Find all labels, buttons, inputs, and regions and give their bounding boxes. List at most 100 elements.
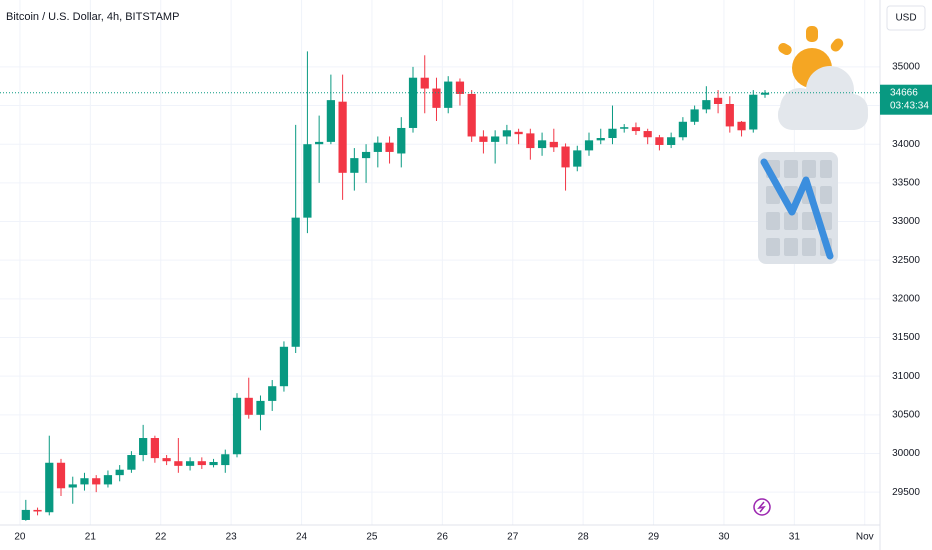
candle-body [350, 158, 359, 173]
x-tick-label: 31 [789, 532, 801, 543]
candle-body [150, 438, 159, 459]
y-tick-label: 33000 [892, 216, 920, 227]
candle-body [584, 140, 594, 151]
x-tick-label: 27 [507, 532, 519, 543]
candle-body [268, 386, 277, 401]
candle-body [432, 88, 441, 108]
x-tick-label: 25 [366, 532, 378, 543]
candle-body [608, 128, 617, 139]
candle-body [491, 136, 500, 142]
candle-body [678, 121, 687, 138]
candle-body [467, 93, 476, 137]
last-price-label: 34666 [890, 87, 918, 98]
candles [21, 51, 770, 521]
candle-body [315, 141, 324, 145]
candle-body [115, 469, 124, 476]
x-tick-label: 23 [226, 532, 238, 543]
candle-body [596, 138, 605, 141]
x-tick-label: 21 [85, 532, 97, 543]
candle-body [162, 458, 171, 462]
lightning-icon[interactable] [753, 498, 771, 516]
candle-body [127, 455, 136, 470]
candle-body [655, 137, 664, 145]
currency-label: USD [895, 13, 916, 24]
candle-body [21, 509, 30, 520]
candle-body [80, 478, 89, 485]
candle-body [561, 146, 570, 168]
candle-body [444, 81, 453, 108]
y-tick-label: 34000 [892, 139, 920, 150]
candle-body [56, 462, 66, 489]
candle-body [643, 131, 652, 138]
candle-body [479, 136, 488, 142]
x-tick-label: Nov [856, 532, 874, 543]
candle-body [197, 461, 206, 466]
candle-body [502, 130, 511, 137]
y-tick-label: 29500 [892, 487, 920, 498]
candle-body [45, 462, 54, 513]
x-tick-label: 28 [578, 532, 590, 543]
candle-body [690, 109, 699, 122]
candle-body [221, 454, 230, 466]
x-tick-label: 20 [14, 532, 26, 543]
candle-body [667, 137, 676, 145]
candle-body [232, 397, 242, 455]
candle-body [514, 131, 523, 135]
candle-body [573, 150, 582, 167]
grid [0, 0, 880, 525]
candle-body [420, 77, 429, 89]
weather-icon [778, 26, 868, 130]
y-tick-label: 33500 [892, 178, 920, 189]
last-price-box [880, 84, 932, 115]
y-tick-label: 30000 [892, 448, 920, 459]
candle-body [385, 142, 394, 152]
candle-body [291, 217, 300, 347]
y-tick-label: 31000 [892, 371, 920, 382]
candle-body [361, 151, 371, 159]
candle-body [174, 461, 183, 466]
candle-body [397, 127, 406, 154]
x-tick-label: 29 [648, 532, 660, 543]
candle-body [373, 142, 382, 152]
candle-body [549, 141, 558, 148]
x-tick-label: 30 [718, 532, 730, 543]
candle-body [455, 81, 465, 94]
currency-button[interactable] [886, 5, 926, 31]
candle-body [279, 346, 289, 387]
candle-body [537, 140, 547, 149]
candle-body [620, 127, 629, 129]
y-tick-label: 31500 [892, 332, 920, 343]
y-tick-label: 32500 [892, 255, 920, 266]
candle-body [303, 144, 312, 218]
chart-icon [758, 152, 838, 264]
candle-body [256, 400, 265, 415]
candle-body [139, 438, 148, 456]
candle-body [713, 97, 723, 104]
candle-body [526, 133, 535, 149]
candle-body [702, 100, 711, 110]
candle-body [244, 397, 253, 415]
candle-body [760, 92, 770, 95]
candle-body [68, 484, 77, 488]
candle-body [338, 101, 347, 173]
x-tick-label: 24 [296, 532, 308, 543]
countdown-label: 03:43:34 [890, 100, 929, 111]
candle-body [92, 478, 101, 485]
candle-body [209, 461, 218, 466]
y-tick-label: 35000 [892, 62, 920, 73]
candle-body [749, 94, 758, 130]
y-tick-label: 32000 [892, 293, 920, 304]
candle-body [631, 127, 641, 132]
x-tick-label: 22 [155, 532, 167, 543]
candle-body [725, 103, 734, 127]
x-tick-label: 26 [437, 532, 449, 543]
candle-body [408, 77, 418, 128]
chart-title: Bitcoin / U.S. Dollar, 4h, BITSTAMP [6, 11, 179, 23]
y-tick-label: 30500 [892, 409, 920, 420]
candle-body [103, 475, 113, 485]
candle-body [185, 461, 195, 466]
candle-body [33, 509, 42, 512]
candle-body [326, 100, 335, 142]
